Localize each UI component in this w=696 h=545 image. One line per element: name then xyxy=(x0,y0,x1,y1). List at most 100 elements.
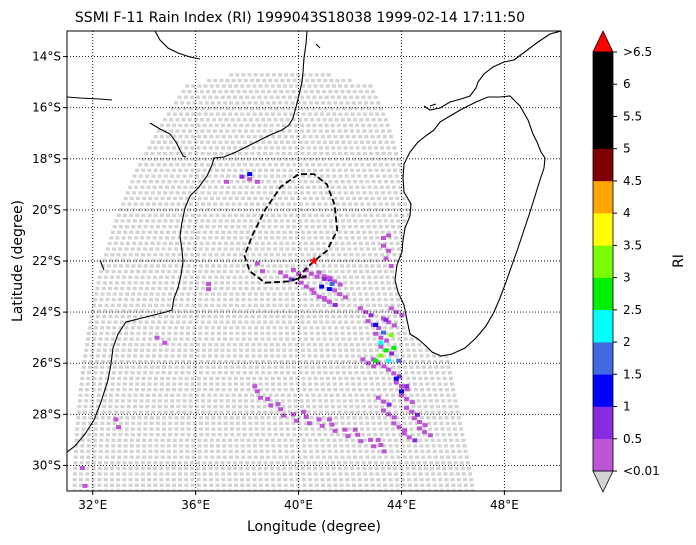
swath-pixel xyxy=(170,202,175,206)
swath-pixel xyxy=(230,241,235,246)
swath-pixel xyxy=(180,365,185,369)
swath-pixel xyxy=(317,106,322,111)
rain-pixel xyxy=(393,376,399,381)
swath-pixel xyxy=(125,421,129,425)
swath-pixel xyxy=(213,174,218,178)
swath-pixel xyxy=(314,101,319,105)
swath-pixel xyxy=(378,140,383,144)
swath-pixel xyxy=(211,365,216,369)
rain-pixel xyxy=(368,437,374,442)
swath-pixel xyxy=(248,118,253,122)
swath-pixel xyxy=(217,416,222,420)
swath-pixel xyxy=(330,95,335,99)
swath-pixel xyxy=(217,421,222,425)
swath-pixel xyxy=(336,95,341,99)
swath-pixel xyxy=(379,185,384,189)
swath-pixel xyxy=(232,354,237,358)
swath-pixel xyxy=(215,112,220,116)
swath-pixel xyxy=(368,84,373,88)
x-tick-label: 44°E xyxy=(387,498,416,512)
swath-pixel xyxy=(167,180,172,184)
swath-pixel xyxy=(427,489,432,491)
swath-pixel xyxy=(282,472,287,476)
swath-pixel xyxy=(384,365,389,369)
swath-pixel xyxy=(266,337,271,341)
swath-pixel xyxy=(234,444,239,448)
swath-pixel xyxy=(147,157,152,161)
swath-pixel xyxy=(279,247,284,251)
swath-pixel xyxy=(304,118,309,122)
swath-pixel xyxy=(190,472,195,476)
swath-pixel xyxy=(183,275,188,279)
swath-pixel xyxy=(140,275,145,279)
swath-pixel xyxy=(380,253,385,257)
swath-pixel xyxy=(221,84,226,88)
swath-pixel xyxy=(365,219,370,223)
swath-pixel xyxy=(343,410,348,414)
swath-pixel xyxy=(165,472,170,476)
swath-pixel xyxy=(341,247,346,251)
swath-pixel xyxy=(106,433,110,437)
swath-pixel xyxy=(145,410,150,414)
swath-pixel xyxy=(197,438,202,442)
swath-pixel xyxy=(433,393,438,397)
swath-pixel xyxy=(226,258,231,262)
swath-pixel xyxy=(384,331,389,336)
swath-pixel xyxy=(333,264,338,268)
rain-pixel xyxy=(383,317,389,322)
swath-pixel xyxy=(368,191,373,195)
swath-pixel xyxy=(158,354,163,358)
swath-pixel xyxy=(182,286,187,291)
swath-pixel xyxy=(166,376,171,381)
swath-pixel xyxy=(157,191,161,195)
swath-pixel xyxy=(334,489,338,491)
swath-pixel xyxy=(279,241,284,246)
swath-pixel xyxy=(263,151,267,156)
swath-pixel xyxy=(272,180,277,184)
swath-pixel xyxy=(272,101,277,105)
swath-pixel xyxy=(449,410,454,414)
swath-pixel xyxy=(237,78,242,83)
swath-pixel xyxy=(223,101,228,105)
swath-pixel xyxy=(401,196,406,201)
swath-pixel xyxy=(114,219,119,223)
swath-pixel xyxy=(349,343,354,347)
swath-pixel xyxy=(288,348,293,352)
rain-pixel xyxy=(383,348,389,353)
swath-pixel xyxy=(318,146,323,150)
swath-pixel xyxy=(223,416,228,420)
swath-pixel xyxy=(408,455,413,459)
swath-pixel xyxy=(298,78,303,83)
swath-pixel xyxy=(219,281,224,285)
swath-pixel xyxy=(226,343,231,347)
swath-pixel xyxy=(292,140,297,144)
swath-pixel xyxy=(267,225,272,229)
swath-pixel xyxy=(314,444,319,448)
swath-pixel xyxy=(301,213,306,217)
swath-pixel xyxy=(366,393,371,397)
swath-pixel xyxy=(288,343,293,347)
swath-pixel xyxy=(306,191,311,195)
swath-pixel xyxy=(404,461,409,465)
swath-pixel xyxy=(279,371,284,375)
swath-pixel xyxy=(108,404,113,409)
swath-pixel xyxy=(341,140,346,144)
swath-pixel xyxy=(94,365,99,369)
swath-pixel xyxy=(264,382,269,386)
swath-pixel xyxy=(85,489,90,491)
swath-pixel xyxy=(421,365,426,369)
colorbar-tick-label: 2 xyxy=(623,335,631,349)
swath-pixel xyxy=(100,427,104,431)
swath-pixel xyxy=(359,455,364,459)
swath-pixel xyxy=(308,478,313,482)
swath-pixel xyxy=(174,421,179,425)
swath-pixel xyxy=(413,388,418,392)
swath-pixel xyxy=(233,376,238,381)
swath-pixel xyxy=(165,146,170,150)
swath-pixel xyxy=(367,185,372,189)
swath-pixel xyxy=(137,427,142,431)
swath-pixel xyxy=(85,466,90,470)
swath-pixel xyxy=(181,140,186,144)
swath-pixel xyxy=(115,343,120,347)
swath-pixel xyxy=(322,303,327,307)
